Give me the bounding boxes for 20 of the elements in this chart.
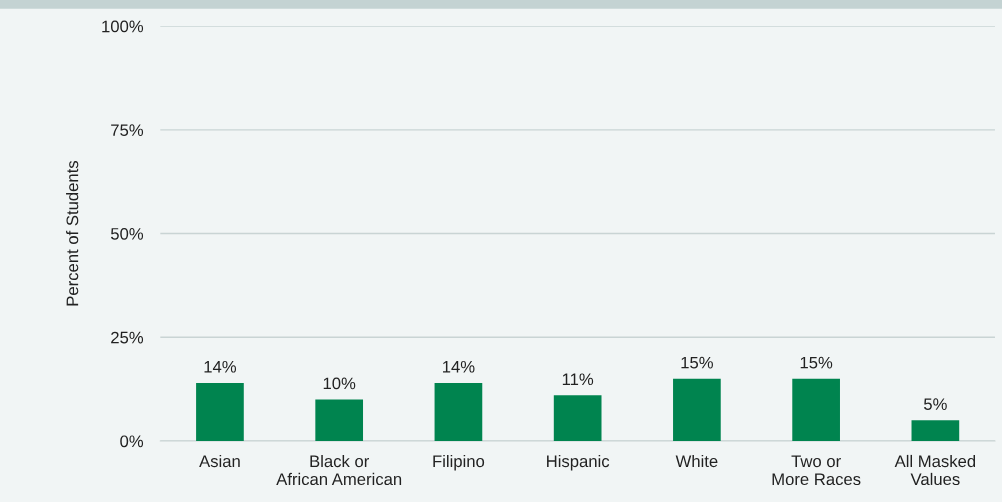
data-label: 14% — [443, 360, 475, 373]
y-tick-label: 75% — [111, 124, 144, 137]
y-axis-title: Percent of Students — [66, 160, 79, 306]
x-tick-label: Black or African American — [276, 454, 402, 486]
data-label: 15% — [800, 356, 833, 369]
data-label: 15% — [681, 356, 713, 369]
x-tick-label: All Masked Values — [894, 454, 976, 486]
data-label: 5% — [923, 398, 947, 411]
x-tick-label: Asian — [199, 454, 240, 468]
data-label: 10% — [323, 377, 356, 390]
x-tick-label: Two or More Races — [772, 455, 861, 486]
y-tick-label: 50% — [110, 227, 144, 240]
x-tick-label: Hispanic — [547, 454, 610, 471]
y-tick-label: 25% — [111, 331, 144, 344]
data-label: 11% — [562, 373, 594, 386]
x-tick-label: White — [675, 454, 718, 468]
x-tick-label: Filipino — [433, 454, 485, 471]
y-tick-label: 100% — [102, 20, 144, 33]
y-tick-label: 0% — [120, 435, 144, 448]
data-label: 14% — [204, 360, 237, 373]
